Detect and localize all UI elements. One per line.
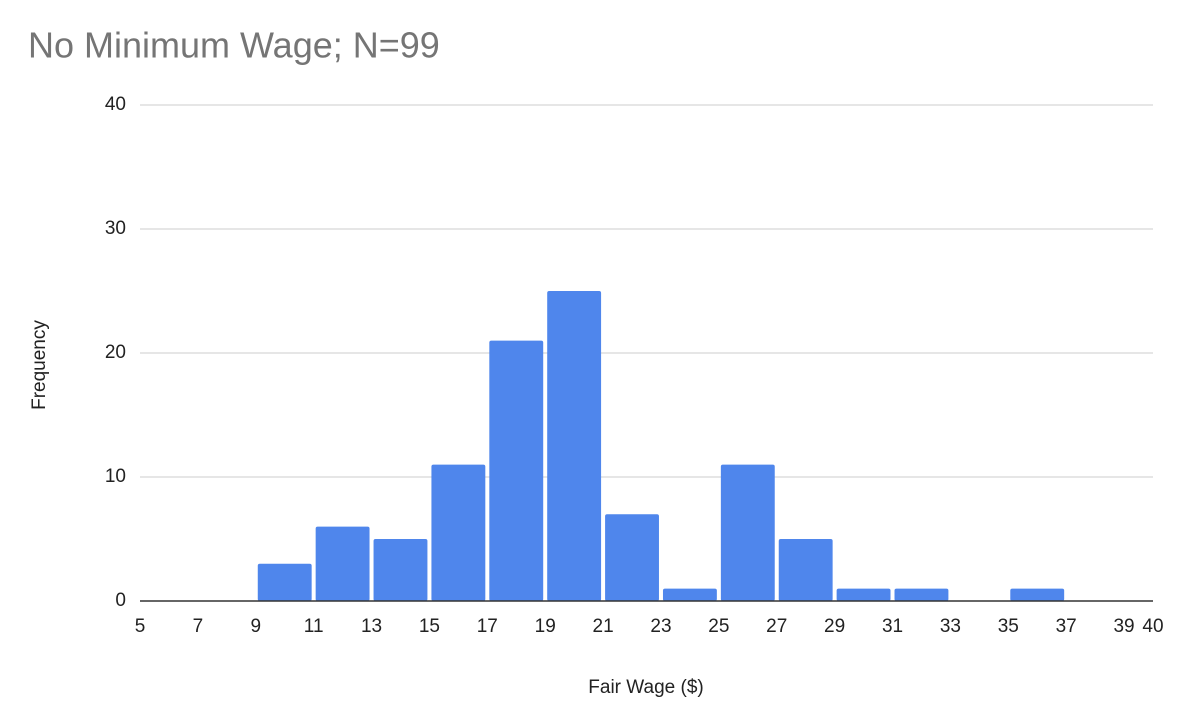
bar — [489, 340, 544, 601]
bar — [547, 291, 602, 601]
x-tick-label: 35 — [998, 616, 1019, 637]
x-tick-label: 23 — [650, 616, 671, 637]
x-axis-label: Fair Wage ($) — [588, 677, 703, 698]
bar — [605, 514, 659, 601]
x-tick-label: 33 — [940, 616, 961, 637]
bar — [836, 588, 891, 601]
x-tick-label: 27 — [766, 616, 787, 637]
x-tick-label: 25 — [708, 616, 729, 637]
x-tick-label: 40 — [1142, 616, 1163, 637]
bar — [257, 563, 312, 601]
x-tick-label: 7 — [193, 616, 204, 637]
x-tick-label: 9 — [250, 616, 261, 637]
y-axis-label: Frequency — [29, 320, 50, 410]
bar — [373, 539, 428, 601]
x-tick-label: 15 — [419, 616, 440, 637]
bar — [431, 464, 486, 601]
x-tick-label: 11 — [304, 616, 324, 637]
bar — [315, 526, 370, 601]
x-tick-label: 31 — [882, 616, 903, 637]
x-tick-label: 19 — [535, 616, 556, 637]
bar — [662, 588, 717, 601]
y-tick-label: 10 — [105, 466, 126, 487]
bar — [720, 464, 775, 601]
chart-title: No Minimum Wage; N=99 — [28, 25, 440, 66]
x-tick-label: 37 — [1056, 616, 1077, 637]
x-tick-label: 39 — [1113, 616, 1134, 637]
x-tick-label: 5 — [135, 616, 146, 637]
y-tick-label: 0 — [115, 590, 126, 611]
x-tick-label: 29 — [824, 616, 845, 637]
bar — [778, 539, 833, 601]
x-tick-label: 13 — [361, 616, 382, 637]
x-tick-label: 21 — [593, 616, 614, 637]
y-tick-label: 20 — [105, 342, 126, 363]
bar — [894, 588, 949, 601]
y-tick-label: 40 — [105, 94, 126, 115]
x-tick-label: 17 — [477, 616, 498, 637]
bar — [1010, 588, 1065, 601]
y-tick-label: 30 — [105, 218, 126, 239]
